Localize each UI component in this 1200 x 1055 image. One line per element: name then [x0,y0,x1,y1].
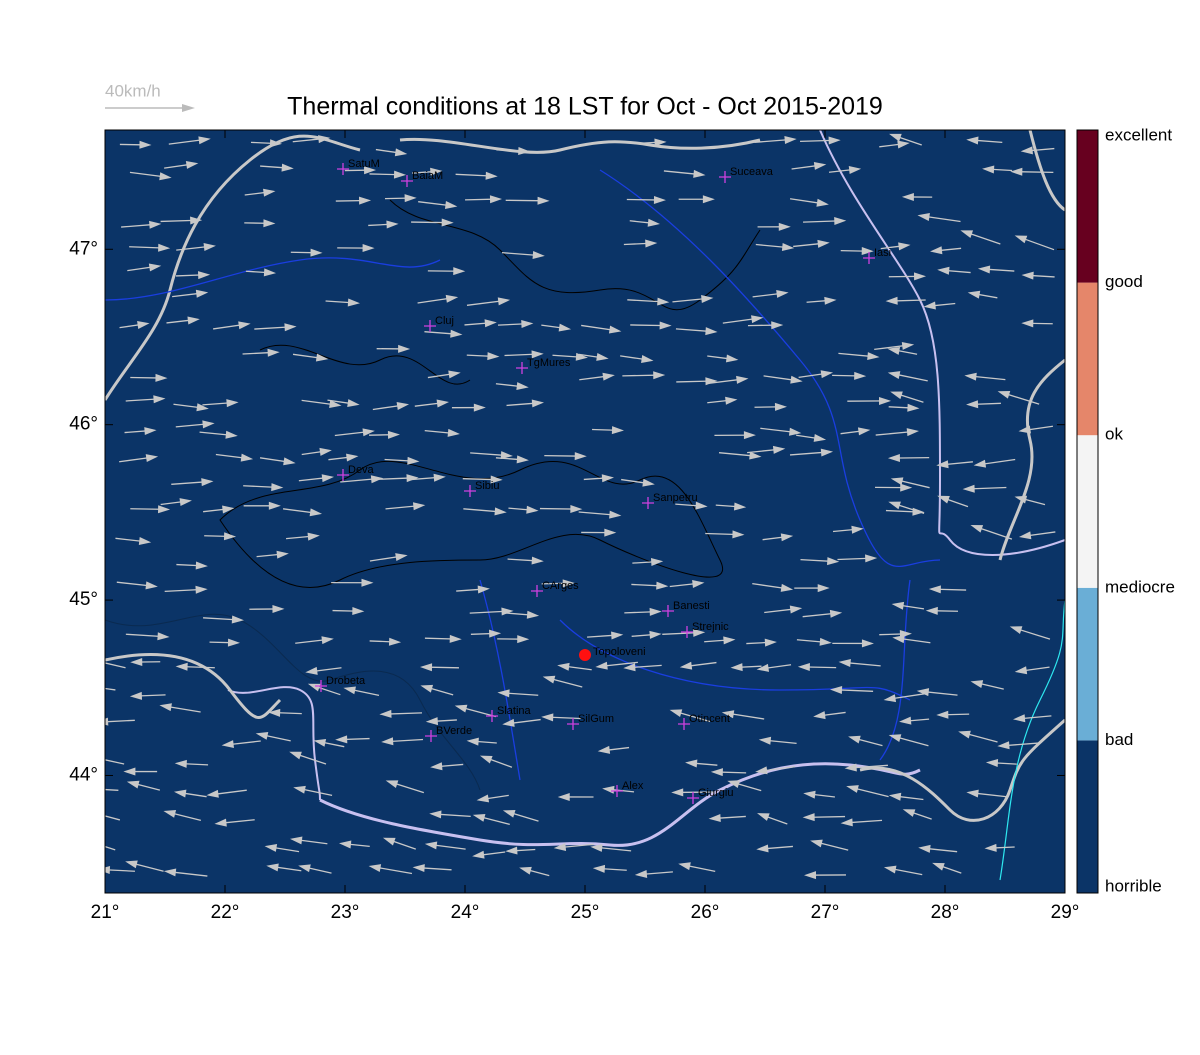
colorbar-segment [1077,283,1098,436]
x-tick-label: 29° [1051,902,1080,923]
colorbar-label: mediocre [1105,577,1175,596]
city-label: Giurgiu [698,787,733,799]
city-label: Suceava [730,166,774,178]
city-label: Iasi [874,247,891,259]
map-title: Thermal conditions at 18 LST for Oct - O… [287,93,883,121]
x-tick-label: 21° [91,902,120,923]
x-tick-label: 28° [931,902,960,923]
colorbar-label: excellent [1105,125,1172,144]
colorbar-segment [1077,435,1098,588]
x-tick-label: 24° [451,902,480,923]
colorbar-segment [1077,588,1098,741]
y-tick-label: 44° [69,764,98,785]
city-label: BaiaM [412,170,443,182]
wind-scale-label: 40km/h [105,81,161,100]
colorbar-label: horrible [1105,876,1162,895]
colorbar-label: good [1105,272,1143,291]
colorbar-label: ok [1105,425,1123,444]
x-tick-label: 27° [811,902,840,923]
colorbar-segment [1077,740,1098,893]
y-tick-label: 46° [69,414,98,435]
city-label: Cluj [435,315,454,327]
city-label: SatuM [348,158,380,170]
city-label: Sibiu [475,480,499,492]
x-tick-label: 26° [691,902,720,923]
site-label: Topoloveni [593,646,646,658]
city-label: Otincent [689,713,730,725]
city-label: Sanpetru [653,492,698,504]
city-label: Drobeta [326,675,366,687]
city-label: Deva [348,464,375,476]
x-tick-label: 22° [211,902,240,923]
city-label: Slatina [497,705,532,717]
city-label: SilGum [578,713,614,725]
city-label: BVerde [436,725,472,737]
site-marker [579,649,591,661]
y-tick-label: 45° [69,589,98,610]
colorbar-label: bad [1105,730,1133,749]
x-tick-label: 25° [571,902,600,923]
city-label: Banesti [673,600,710,612]
city-label: CArges [542,580,579,592]
x-tick-label: 23° [331,902,360,923]
city-label: Alex [622,780,644,792]
city-label: Strejnic [692,621,729,633]
y-tick-label: 47° [69,238,98,259]
city-label: TgMures [527,357,571,369]
colorbar-segment [1077,130,1098,283]
